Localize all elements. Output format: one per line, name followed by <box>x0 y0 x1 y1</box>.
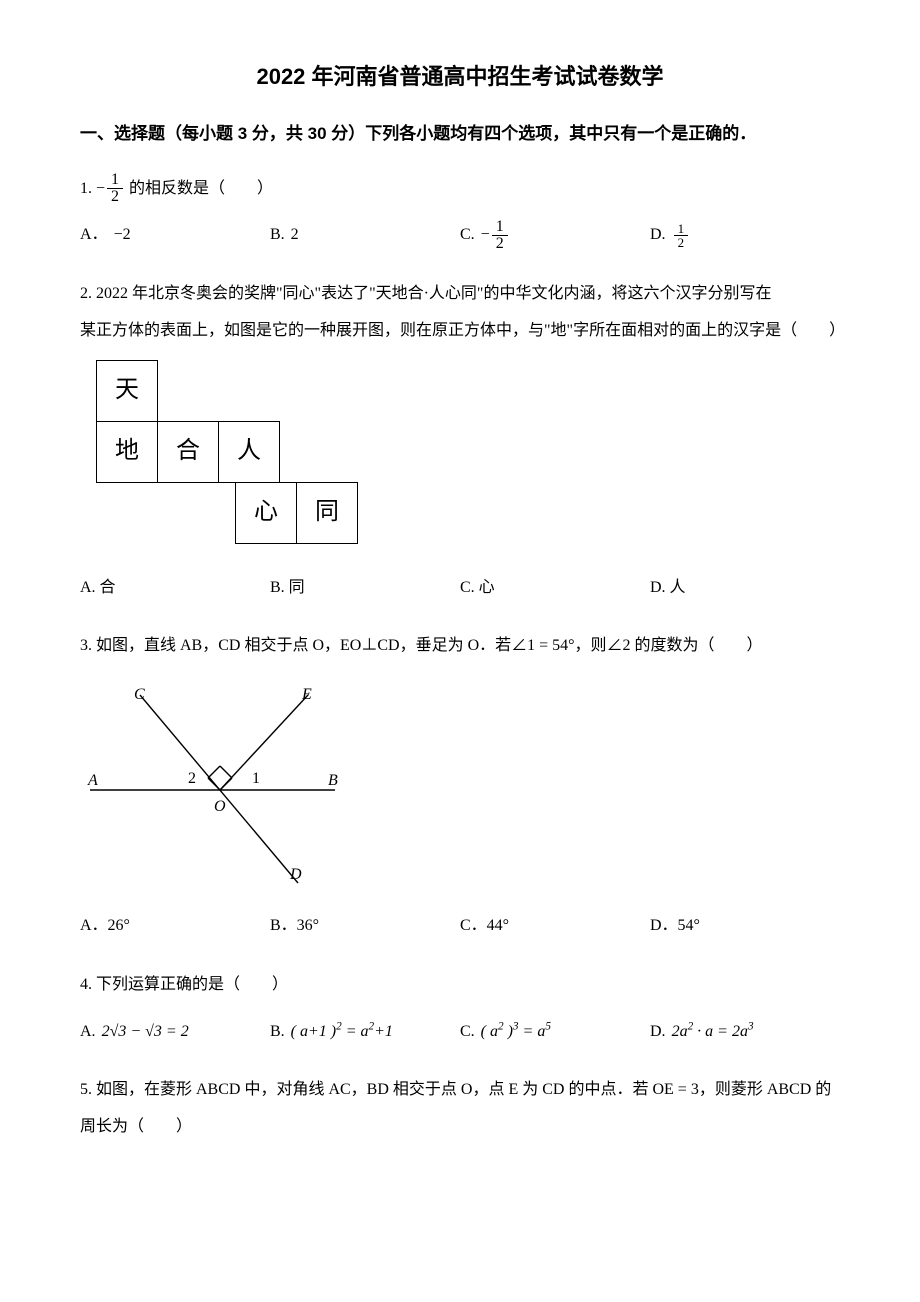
net-cell-xin: 心 <box>235 482 297 544</box>
opt-value: 2 <box>291 217 299 254</box>
q2-line1: 2022 年北京冬奥会的奖牌"同心"表达了"天地合·人心同"的中华文化内涵，将这… <box>96 285 771 302</box>
q1-option-d: D. 12 <box>650 217 840 254</box>
opt-label: A． <box>80 217 108 254</box>
q2-stem: 2. 2022 年北京冬奥会的奖牌"同心"表达了"天地合·人心同"的中华文化内涵… <box>80 276 840 350</box>
svg-text:D: D <box>289 866 302 883</box>
question-1: 1. −12 的相反数是（ ） A．−2 B. 2 C. −12 D. 12 <box>80 171 840 255</box>
q2-line2: 某正方体的表面上，如图是它的一种展开图，则在原正方体中，与"地"字所在面相对的面… <box>80 322 845 339</box>
opt-expr: ( a+1 )2 = a2+1 <box>291 1014 393 1051</box>
question-4: 4. 下列运算正确的是（ ） A. 2√3 − √3 = 2 B. ( a+1 … <box>80 967 840 1051</box>
q2-option-a: A. 合 <box>80 570 270 607</box>
svg-text:2: 2 <box>188 770 196 787</box>
q5-line1: 如图，在菱形 ABCD 中，对角线 AC，BD 相交于点 O，点 E 为 CD … <box>96 1081 831 1098</box>
frac-den: 2 <box>492 236 508 252</box>
net-cell-tian: 天 <box>96 360 158 422</box>
opt-label: C. <box>460 1014 475 1051</box>
q3-options: A．26° B．36° C．44° D．54° <box>80 908 840 945</box>
q2-num: 2. <box>80 285 92 302</box>
opt-label: B. <box>270 1014 285 1051</box>
q2-option-d: D. 人 <box>650 570 840 607</box>
q2-option-b: B. 同 <box>270 570 460 607</box>
page-title: 2022 年河南省普通高中招生考试试卷数学 <box>80 60 840 93</box>
q3-figure: A B C D E O 1 2 <box>80 675 840 900</box>
svg-text:A: A <box>87 772 98 789</box>
q1-option-b: B. 2 <box>270 217 460 254</box>
q1-options: A．−2 B. 2 C. −12 D. 12 <box>80 217 840 254</box>
q4-stem-text: 下列运算正确的是（ ） <box>96 976 288 993</box>
frac-num: 1 <box>674 222 689 236</box>
q2-option-c: C. 心 <box>460 570 650 607</box>
frac-num: 1 <box>107 172 123 189</box>
opt-label: B. <box>270 217 285 254</box>
net-cell-di: 地 <box>96 421 158 483</box>
q1-fraction: 12 <box>107 172 123 205</box>
opt-value: −12 <box>481 217 510 254</box>
net-cell-tong: 同 <box>296 482 358 544</box>
q5-line2: 周长为（ ） <box>80 1118 192 1135</box>
opt-expr: 2√3 − √3 = 2 <box>102 1014 189 1051</box>
q1-stem-suffix: 的相反数是（ ） <box>129 180 273 197</box>
cube-net-figure: 天 地 合 人 心 同 <box>80 360 400 550</box>
geometry-diagram: A B C D E O 1 2 <box>80 675 340 885</box>
net-cell-ren: 人 <box>218 421 280 483</box>
q1-option-a: A．−2 <box>80 217 270 254</box>
opt-label: C. <box>460 217 475 254</box>
q2-options: A. 合 B. 同 C. 心 D. 人 <box>80 570 840 607</box>
svg-text:O: O <box>214 798 226 815</box>
opt-label: A. <box>80 1014 96 1051</box>
question-3: 3. 如图，直线 AB，CD 相交于点 O，EO⊥CD，垂足为 O．若∠1 = … <box>80 628 840 944</box>
q4-option-a: A. 2√3 − √3 = 2 <box>80 1014 270 1051</box>
q4-num: 4. <box>80 976 92 993</box>
q4-option-c: C. ( a2 )3 = a5 <box>460 1014 650 1051</box>
q1-num: 1. <box>80 180 92 197</box>
opt-value: 12 <box>674 222 689 249</box>
question-5: 5. 如图，在菱形 ABCD 中，对角线 AC，BD 相交于点 O，点 E 为 … <box>80 1072 840 1146</box>
opt-label: D. <box>650 1014 666 1051</box>
q3-option-b: B．36° <box>270 908 460 945</box>
q1-option-c: C. −12 <box>460 217 650 254</box>
q3-option-d: D．54° <box>650 908 840 945</box>
frac-num: 1 <box>492 219 508 236</box>
question-2: 2. 2022 年北京冬奥会的奖牌"同心"表达了"天地合·人心同"的中华文化内涵… <box>80 276 840 606</box>
q4-option-b: B. ( a+1 )2 = a2+1 <box>270 1014 460 1051</box>
frac-den: 2 <box>674 236 689 249</box>
q3-num: 3. <box>80 637 92 654</box>
opt-expr: 2a2 · a = 2a3 <box>672 1014 754 1051</box>
net-cell-he: 合 <box>157 421 219 483</box>
q1-stem: 1. −12 的相反数是（ ） <box>80 171 840 208</box>
q3-option-a: A．26° <box>80 908 270 945</box>
svg-text:C: C <box>134 686 145 703</box>
q4-stem: 4. 下列运算正确的是（ ） <box>80 967 840 1004</box>
q3-stem-text: 如图，直线 AB，CD 相交于点 O，EO⊥CD，垂足为 O．若∠1 = 54°… <box>96 637 763 654</box>
q5-stem: 5. 如图，在菱形 ABCD 中，对角线 AC，BD 相交于点 O，点 E 为 … <box>80 1072 840 1146</box>
opt-expr: ( a2 )3 = a5 <box>481 1014 551 1051</box>
opt-label: D. <box>650 217 666 254</box>
q4-options: A. 2√3 − √3 = 2 B. ( a+1 )2 = a2+1 C. ( … <box>80 1014 840 1051</box>
q3-stem: 3. 如图，直线 AB，CD 相交于点 O，EO⊥CD，垂足为 O．若∠1 = … <box>80 628 840 665</box>
svg-text:E: E <box>301 686 312 703</box>
section-heading: 一、选择题（每小题 3 分，共 30 分）下列各小题均有四个选项，其中只有一个是… <box>80 121 840 147</box>
q5-num: 5. <box>80 1081 92 1098</box>
svg-text:B: B <box>328 772 338 789</box>
minus-sign: − <box>96 180 105 197</box>
svg-text:1: 1 <box>252 770 260 787</box>
q3-option-c: C．44° <box>460 908 650 945</box>
q4-option-d: D. 2a2 · a = 2a3 <box>650 1014 840 1051</box>
frac-den: 2 <box>107 189 123 205</box>
opt-value: −2 <box>114 217 131 254</box>
